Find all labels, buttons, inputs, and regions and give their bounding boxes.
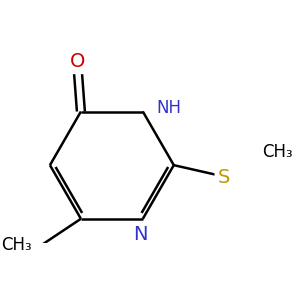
Text: S: S [218, 168, 230, 187]
Text: O: O [70, 52, 85, 71]
Text: NH: NH [156, 99, 181, 117]
Text: N: N [134, 225, 148, 244]
Text: CH₃: CH₃ [2, 236, 32, 254]
Text: CH₃: CH₃ [262, 143, 293, 161]
